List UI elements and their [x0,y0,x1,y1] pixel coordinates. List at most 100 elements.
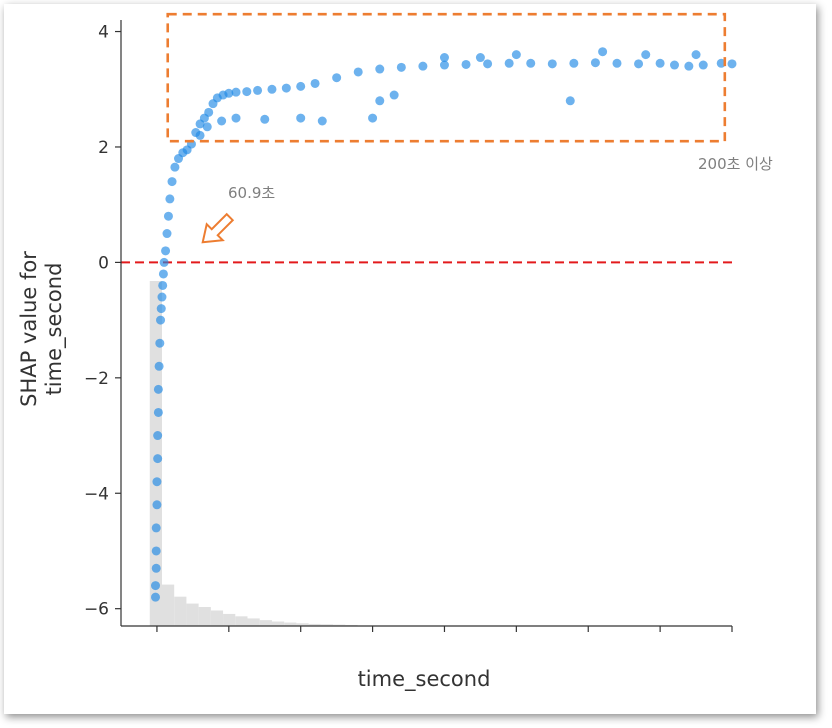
data-point [204,107,214,117]
data-point [153,431,163,441]
data-point [157,292,167,302]
data-point [565,96,575,106]
y-ticks: 4 2 0 −2 −4 −6 [84,23,121,620]
y-tick-label: 4 [98,23,109,43]
data-point [684,61,694,71]
data-point [598,47,608,57]
annotation-box-label: 200초 이상 [698,155,773,173]
data-point [511,50,521,60]
y-tick-label: −6 [84,600,109,620]
histogram-bar [198,607,211,626]
data-point [158,269,168,279]
data-point [153,407,163,417]
histogram-bar [308,623,321,626]
data-point [152,477,162,487]
data-point [296,113,306,123]
data-point [396,62,406,72]
data-point [641,50,651,60]
y-tick-label: −4 [84,484,109,504]
histogram-bar [259,620,272,626]
data-point [170,162,180,172]
data-point [634,59,644,69]
data-point [267,84,277,94]
x-ticks [156,626,733,632]
histogram-bar [235,616,248,626]
data-point [669,60,679,70]
data-point [242,87,252,97]
data-point [375,64,385,74]
histogram [149,281,358,626]
data-point [151,546,161,556]
annotation-arrow-label: 60.9초 [228,184,275,202]
data-point [154,361,164,371]
data-point [389,90,399,100]
data-point [153,454,163,464]
data-point [526,58,536,68]
data-point [260,114,270,124]
data-point [161,246,171,256]
annotation-arrow-icon [201,212,235,244]
x-axis-label: time_second [358,667,491,692]
histogram-bar [333,624,346,626]
data-point [224,88,234,98]
histogram-bar [247,618,260,626]
data-point [231,87,241,97]
data-point [151,581,161,591]
data-point [167,177,177,187]
y-tick-label: 2 [98,138,109,158]
histogram-bar [186,603,199,626]
data-point [156,315,166,325]
data-point [310,78,320,88]
data-point [317,116,327,126]
data-point [691,50,701,60]
histogram-bar [284,622,297,626]
axes [120,20,732,627]
data-point [159,257,169,267]
data-point [165,194,175,204]
scatter-points [151,47,737,602]
data-point [158,280,168,290]
data-point [368,113,378,123]
data-point [296,81,306,91]
data-point [461,59,471,69]
data-point [590,58,600,68]
data-point [439,53,449,63]
data-point [569,58,579,68]
data-point [151,563,161,573]
data-point [155,338,165,348]
data-point [195,130,205,140]
data-point [655,58,665,68]
y-tick-label: 0 [98,253,109,273]
data-point [727,59,737,69]
data-point [163,211,173,221]
chart-frame: 4 2 0 −2 −4 −6 200초 이상 60.9초 SHAP value for t… [4,4,816,714]
shap-dependence-plot: 4 2 0 −2 −4 −6 200초 이상 60.9초 SHAP value for t… [17,12,773,692]
histogram-bar [161,584,175,626]
data-point [698,60,708,70]
histogram-bar [320,624,334,626]
data-point [483,59,493,69]
data-point [281,83,291,93]
y-axis-label-line2: time_second [42,263,67,396]
annotation-box [166,12,727,143]
data-point [716,58,726,68]
data-point [439,60,449,70]
data-point [151,592,161,602]
y-tick-label: −2 [84,369,109,389]
data-point [153,384,163,394]
data-point [332,73,342,83]
data-point [475,53,485,63]
histogram-bar [174,596,187,626]
data-point [353,67,363,77]
data-point [504,58,514,68]
data-point [162,229,172,239]
y-axis-label-line1: SHAP value for [17,251,41,407]
histogram-bar [149,281,162,626]
data-point [253,85,263,95]
data-point [151,523,161,533]
data-point [375,96,385,106]
data-point [152,500,162,510]
data-point [156,304,166,314]
histogram-bar [210,610,224,626]
data-point [231,113,241,123]
